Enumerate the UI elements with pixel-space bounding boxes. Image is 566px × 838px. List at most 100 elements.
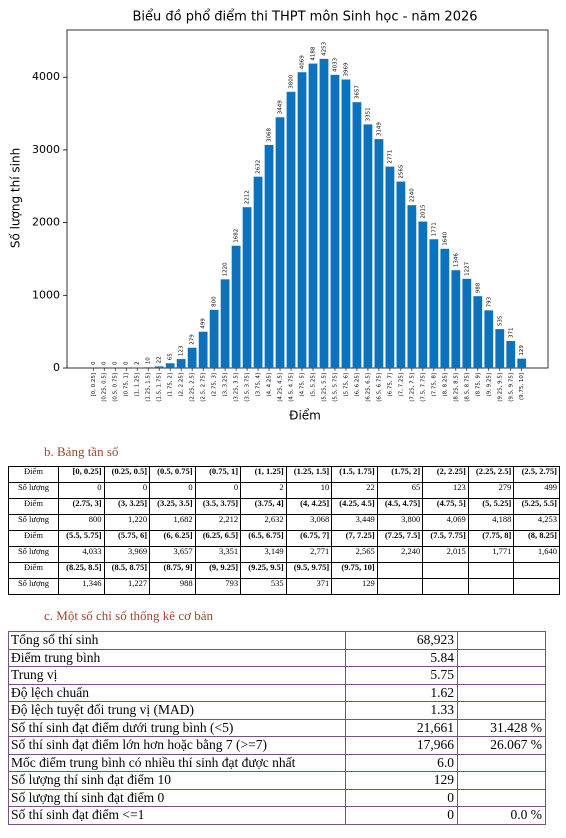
bar — [143, 367, 153, 368]
table-cell: (1, 1.25] — [240, 466, 287, 483]
x-tick-label: (4.5, 4.75] — [289, 373, 295, 402]
y-tick-label: 1000 — [32, 288, 60, 301]
bar — [517, 358, 527, 368]
bar — [231, 245, 241, 368]
empty-cell — [457, 701, 546, 720]
chart: Biểu đồ phổ điểm thi THPT môn Sinh học -… — [9, 10, 549, 423]
table-cell: (8.75, 9] — [149, 562, 196, 579]
bar-value-label: 4188 — [310, 46, 316, 60]
bar-value-label: 0 — [102, 361, 108, 365]
x-tick-label: (9, 9.25] — [486, 373, 492, 397]
x-axis-label: Điểm — [289, 409, 321, 423]
bar — [176, 359, 186, 368]
bar — [473, 296, 483, 368]
table-cell: 22 — [331, 482, 378, 499]
bar-value-label: 2212 — [245, 190, 251, 204]
table-cell: 5.84 — [345, 648, 458, 667]
bar — [484, 310, 494, 368]
empty-cell — [457, 788, 546, 807]
bar-value-label: 22 — [157, 356, 163, 363]
x-tick-label: [0, 0.25] — [91, 373, 97, 397]
table-row: Mốc điểm trung bình có nhiều thí sinh đạ… — [8, 753, 546, 772]
table-row: Điểm trung bình 5.84 — [8, 648, 546, 667]
table-cell: 31.428 % — [457, 718, 546, 737]
table-cell: 26.067 % — [457, 736, 546, 755]
x-tick-label: (1, 1.25] — [135, 373, 141, 397]
table-cell: 1,220 — [103, 514, 151, 531]
empty-cell — [467, 562, 515, 579]
bar-value-label: 371 — [508, 328, 514, 338]
table-cell: (6.5, 6.75] — [240, 530, 287, 547]
x-tick-label: (7.25, 7.5] — [409, 373, 415, 402]
x-tick-label: (8.5, 8.75] — [464, 373, 470, 402]
table-cell: [0, 0.25] — [58, 466, 105, 483]
x-tick-label: (9.25, 9.5] — [497, 373, 503, 402]
table-cell: 499 — [513, 482, 560, 499]
bar-value-label: 123 — [179, 345, 185, 356]
table-cell: Mốc điểm trung bình có nhiều thí sinh đạ… — [8, 753, 346, 772]
table-cell: 0.0 % — [457, 806, 546, 825]
y-tick-label: 0 — [53, 361, 60, 374]
table-cell: (2.5, 2.75] — [513, 466, 560, 483]
bar — [462, 278, 472, 368]
table-cell: 10 — [285, 482, 333, 499]
empty-cell — [513, 578, 560, 595]
x-tick-label: (4.25, 4.5] — [278, 373, 284, 402]
table-cell: 1.33 — [345, 701, 458, 720]
bar-value-label: 499 — [201, 318, 207, 329]
bar-value-label: 3068 — [267, 127, 273, 141]
table-cell: (4.5, 4.75] — [376, 498, 424, 515]
table-row: Điểm [0, 0.25] (0.25, 0.5] (0.5, 0.75] (0.75… — [8, 466, 560, 483]
bar-value-label: 129 — [519, 345, 525, 356]
bar-value-label: 1227 — [464, 261, 470, 275]
table-cell: 4,188 — [467, 514, 515, 531]
x-tick-label: (8.75, 9] — [475, 373, 481, 397]
x-tick-label: (8.25, 8.5] — [453, 373, 459, 402]
bar — [341, 79, 351, 369]
x-tick-label: (6, 6.25] — [354, 373, 360, 397]
table-cell: 2,015 — [422, 546, 469, 563]
table-row: Số lượng 1,346 1,227 988 793 535 371 129 — [8, 578, 560, 595]
bar-value-label: 4253 — [321, 41, 327, 55]
bar-value-label: 0 — [91, 361, 97, 365]
bar — [264, 144, 274, 368]
table-cell: 21,661 — [345, 718, 458, 737]
table-cell: 988 — [149, 578, 196, 595]
bar-value-label: 793 — [486, 296, 492, 307]
table-cell: 0 — [345, 806, 458, 825]
table-cell: Điểm — [8, 530, 59, 547]
x-tick-label: (1.75, 2] — [168, 373, 174, 397]
bar — [154, 366, 164, 368]
empty-cell — [457, 631, 546, 650]
y-axis-label: Số lượng thí sinh — [9, 148, 23, 248]
frequency-table: Điểm [0, 0.25] (0.25, 0.5] (0.5, 0.75] (0.75… — [8, 466, 560, 595]
table-cell: 371 — [285, 578, 333, 595]
x-tick-label: (4.75, 5] — [300, 373, 306, 397]
bar — [385, 166, 395, 368]
table-row: Số thí sinh đạt điểm dưới trung bình (<5… — [8, 718, 546, 737]
table-cell: Số lượng — [8, 546, 59, 563]
table-cell: Tổng số thí sinh — [8, 631, 346, 650]
bar — [319, 58, 329, 368]
bar-value-label: 1346 — [453, 253, 459, 267]
y-tick-label: 3000 — [32, 143, 60, 156]
bar — [253, 176, 263, 368]
bar — [506, 341, 516, 368]
empty-cell — [457, 666, 546, 685]
x-tick-label: (3.5, 3.75] — [245, 373, 251, 402]
table-cell: Độ lệch chuẩn — [8, 683, 346, 702]
table-row: Trung vị 5.75 — [8, 666, 546, 685]
empty-cell — [457, 771, 546, 790]
empty-cell — [467, 578, 515, 595]
table-cell: (9.25, 9.5] — [240, 562, 287, 579]
table-cell: (2, 2.25] — [422, 466, 469, 483]
table-cell: 4,253 — [513, 514, 560, 531]
bar — [242, 207, 252, 368]
table-cell: 1,640 — [513, 546, 560, 563]
bar — [363, 124, 373, 368]
x-tick-label: (3.75, 4] — [256, 373, 262, 397]
bar — [418, 221, 428, 368]
plot-frame — [66, 29, 549, 369]
bar-value-label: 2240 — [409, 188, 415, 202]
table-cell: 1,682 — [149, 514, 196, 531]
